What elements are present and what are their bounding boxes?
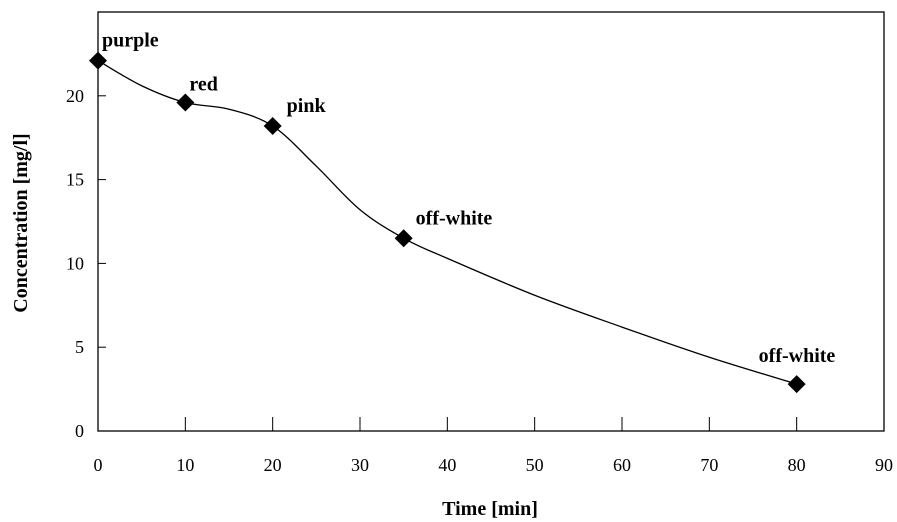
data-point-diamond [176, 93, 195, 112]
data-point-diamond [89, 51, 107, 70]
plot-border [97, 11, 885, 432]
x-tick-label: 70 [700, 455, 718, 475]
x-tick-label: 40 [438, 455, 456, 475]
x-tick-label: 50 [526, 455, 544, 475]
y-axis-ticks: 0 5 10 15 20 [66, 86, 106, 441]
data-point-label: off-white [759, 345, 836, 367]
x-tick-label: 30 [351, 455, 369, 475]
y-tick-label: 15 [66, 170, 84, 190]
x-axis-ticks: 0 10 20 30 40 50 60 70 80 90 [94, 417, 893, 475]
x-tick-label: 60 [613, 455, 631, 475]
x-axis-title: Time [min] [442, 498, 538, 520]
data-point-label: purple [102, 30, 159, 52]
x-tick-label: 80 [788, 455, 806, 475]
y-tick-label: 10 [66, 253, 84, 273]
data-point-label: red [189, 74, 218, 96]
y-tick-label: 20 [66, 86, 84, 106]
x-tick-label: 0 [94, 455, 103, 475]
x-tick-label: 20 [264, 455, 282, 475]
data-point-diamond [394, 229, 413, 248]
data-point-diamond [263, 116, 282, 135]
x-tick-label: 90 [875, 455, 893, 475]
y-tick-label: 5 [75, 337, 84, 357]
data-labels: purple red pink off-white off-white [102, 30, 835, 367]
plot-frame [97, 11, 885, 432]
data-point-diamond [787, 375, 806, 394]
data-point-label: off-white [416, 207, 493, 229]
y-tick-label: 0 [75, 421, 84, 441]
y-axis-title: Concentration [mg/l] [10, 133, 32, 312]
x-tick-label: 10 [176, 455, 194, 475]
data-markers [89, 51, 806, 394]
data-point-label: pink [287, 95, 327, 117]
